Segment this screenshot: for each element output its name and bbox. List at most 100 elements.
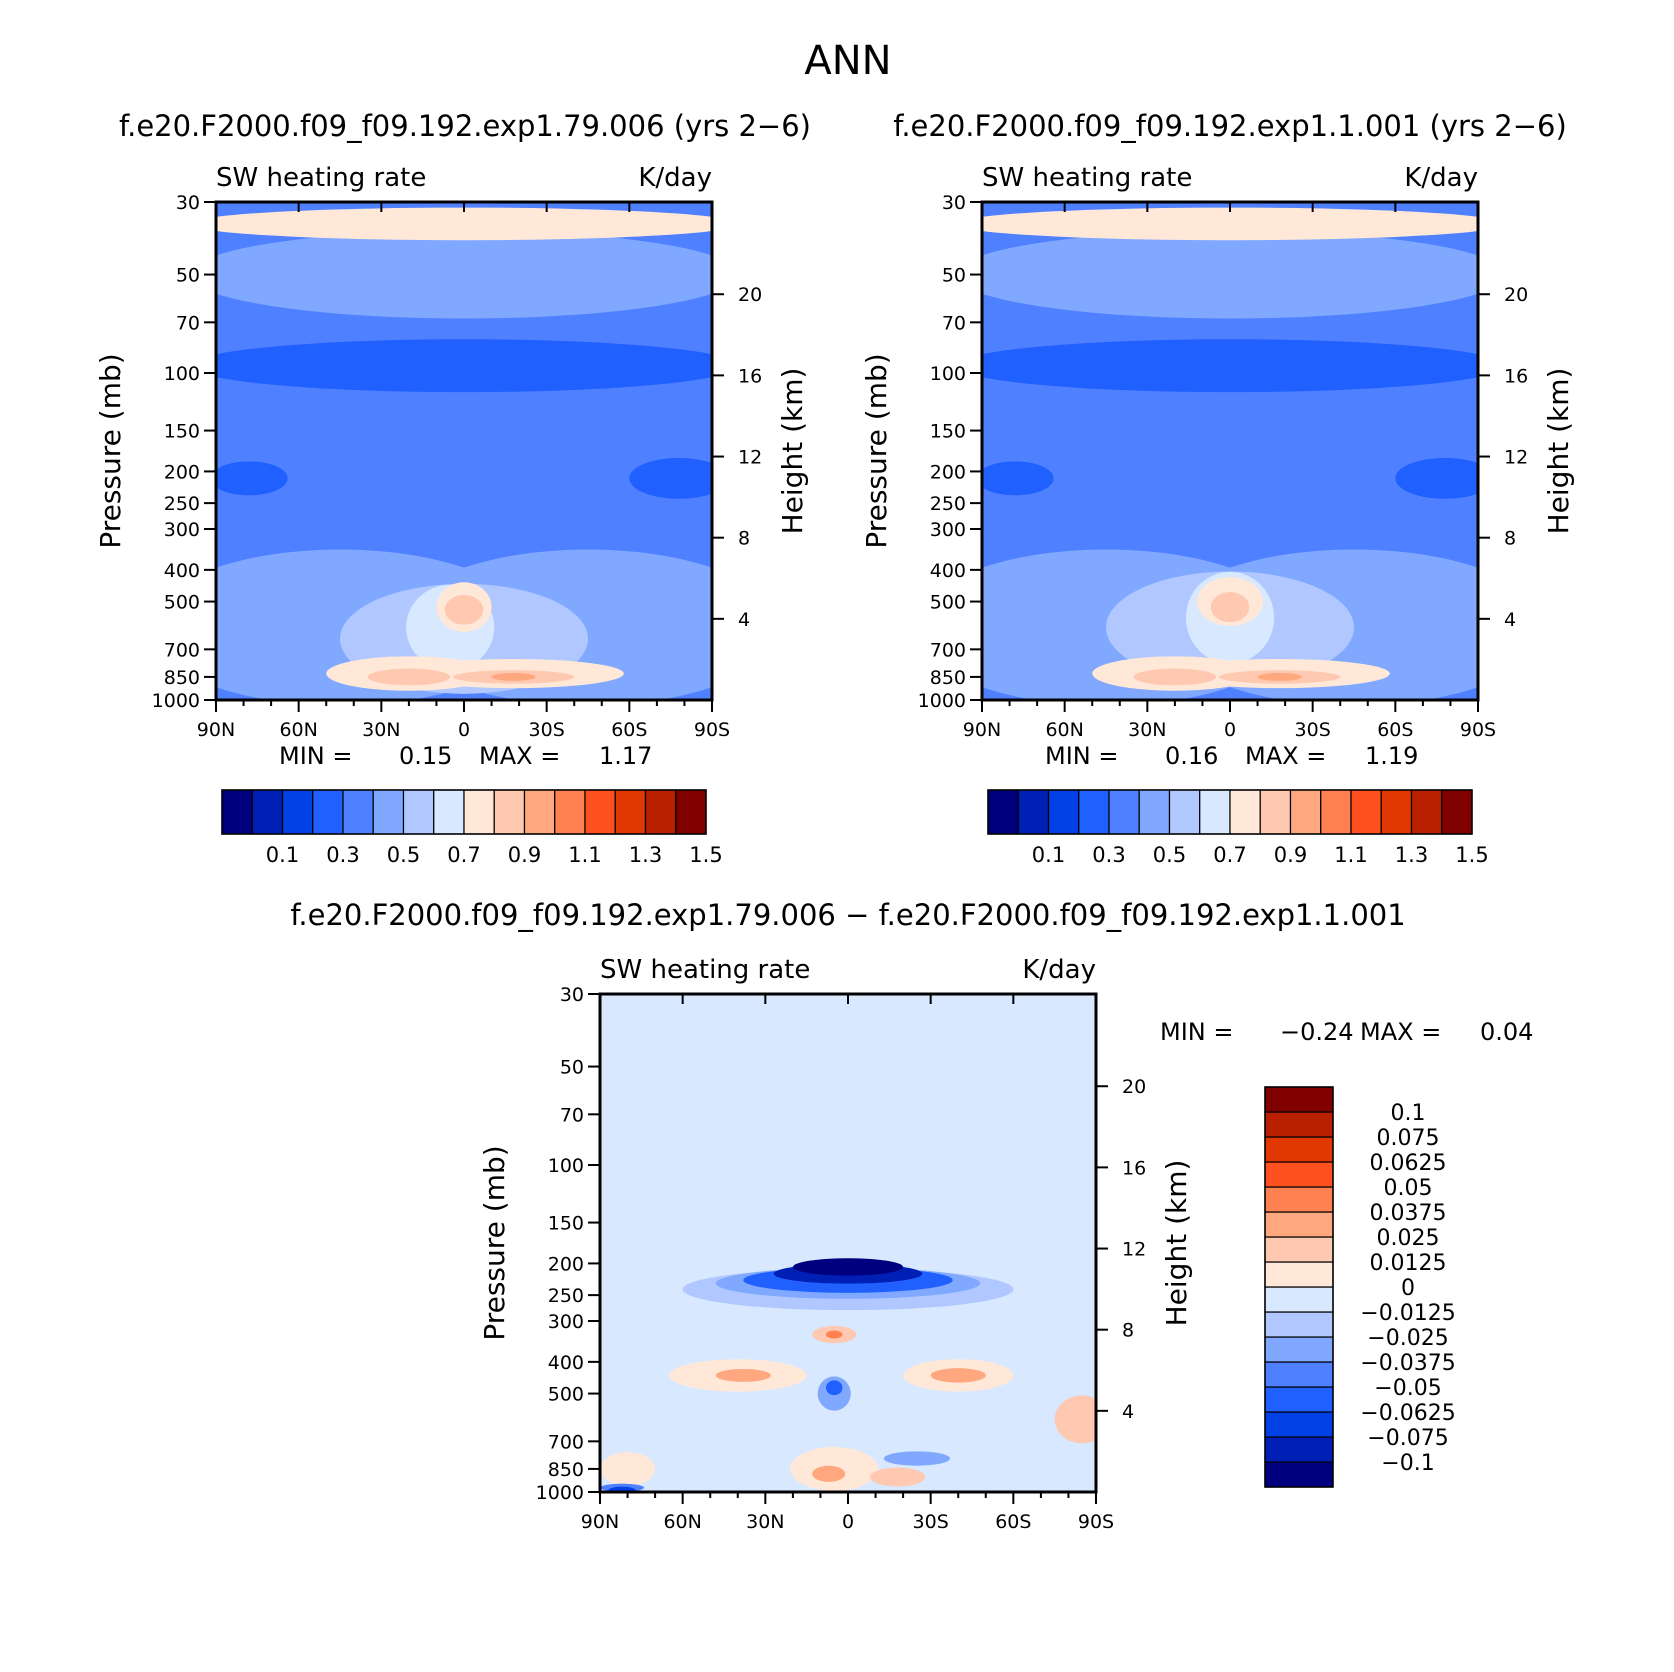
y-tick-label: 30: [176, 192, 200, 214]
x-tick-label: 60N: [279, 719, 317, 741]
y-tick-label: 500: [548, 1384, 584, 1406]
colorbar-label: 0.0125: [1370, 1251, 1447, 1276]
panel-difference-bottom: f.e20.F2000.f09_f09.192.exp1.79.006 − f.…: [290, 898, 1533, 1533]
contour-background: [600, 994, 1096, 1492]
y2-axis-title: Height (km): [1542, 368, 1575, 535]
colorbar-swatch: [402, 789, 435, 835]
colorbar-swatch: [1289, 789, 1322, 835]
colorbar-swatch: [1168, 789, 1201, 835]
colorbar-swatch: [1264, 1436, 1334, 1463]
contour-region: [792, 1258, 904, 1276]
max-value: 1.17: [599, 742, 652, 770]
colorbar-label: 1.5: [689, 843, 722, 867]
min-label: MIN =: [1045, 742, 1118, 770]
colorbar-swatch: [1264, 1261, 1334, 1288]
y-tick-label: 70: [176, 312, 200, 334]
y2-tick-label: 4: [1122, 1401, 1134, 1423]
y2-tick-label: 20: [1504, 284, 1528, 306]
colorbar-label: 0.7: [447, 843, 480, 867]
min-value: −0.24: [1280, 1018, 1354, 1046]
colorbar-swatch: [1350, 789, 1382, 835]
variable-label: SW heating rate: [216, 163, 426, 193]
y2-tick-label: 12: [1122, 1239, 1146, 1261]
contour-field: [216, 202, 712, 700]
y2-tick-label: 16: [738, 365, 762, 387]
y-tick-label: 1000: [536, 1482, 584, 1504]
x-tick-label: 60S: [995, 1511, 1031, 1533]
variable-label: SW heating rate: [600, 955, 810, 985]
y-tick-label: 50: [560, 1057, 584, 1079]
colorbar-swatch: [1264, 1161, 1334, 1188]
y2-tick-label: 12: [738, 447, 762, 469]
min-label: MIN =: [1160, 1018, 1233, 1046]
colorbar-label: 0.1: [1032, 843, 1065, 867]
contour-region: [982, 207, 1478, 241]
colorbar-swatch: [1264, 1311, 1334, 1338]
colorbar-swatch: [1047, 789, 1080, 835]
colorbar-swatch: [1441, 789, 1473, 835]
colorbar-swatch: [1320, 789, 1352, 835]
y-tick-label: 250: [164, 493, 200, 515]
y-tick-label: 200: [548, 1253, 584, 1275]
colorbar-swatch: [554, 789, 586, 835]
y-tick-label: 250: [930, 493, 966, 515]
y-axis-title: Pressure (mb): [478, 1145, 511, 1340]
x-tick-label: 30S: [1295, 719, 1331, 741]
colorbar-swatch: [1229, 789, 1261, 835]
y-tick-label: 500: [164, 592, 200, 614]
contour-region: [444, 595, 484, 625]
colorbar-swatch: [1138, 789, 1171, 835]
colorbar-swatch: [1264, 1211, 1334, 1238]
contour-region: [216, 339, 712, 393]
colorbar: 0.1 0.3 0.5 0.7 0.9 1.1 1.3 1.5: [987, 789, 1489, 867]
colorbar-label: 0.9: [508, 843, 541, 867]
units-label: K/day: [1022, 955, 1096, 985]
contour-region: [715, 1368, 771, 1382]
y2-tick-label: 16: [1504, 365, 1528, 387]
y-tick-label: 70: [942, 312, 966, 334]
colorbar-swatch: [1264, 1386, 1334, 1413]
y-tick-label: 700: [930, 639, 966, 661]
min-label: MIN =: [279, 742, 352, 770]
contour-region: [982, 339, 1478, 393]
contour-region: [930, 1368, 986, 1383]
colorbar-label: 0.0625: [1370, 1151, 1447, 1176]
case-title: f.e20.F2000.f09_f09.192.exp1.79.006 (yrs…: [119, 109, 811, 143]
colorbar-swatch: [644, 789, 677, 835]
colorbar-frame: [987, 789, 1473, 835]
y-tick-label: 30: [942, 192, 966, 214]
max-value: 1.19: [1365, 742, 1418, 770]
max-label: MAX =: [1245, 742, 1326, 770]
colorbar-swatch: [372, 789, 405, 835]
y2-axis-title: Height (km): [776, 368, 809, 535]
contour-region: [825, 1380, 843, 1396]
x-tick-label: 30N: [1128, 719, 1166, 741]
colorbar-swatch: [523, 789, 556, 835]
colorbar-label: −0.025: [1367, 1326, 1448, 1351]
colorbar-swatch: [312, 789, 344, 835]
y-tick-label: 100: [548, 1155, 584, 1177]
colorbar-swatch: [493, 789, 526, 835]
y-tick-label: 850: [548, 1459, 584, 1481]
contour-region: [883, 1451, 950, 1466]
x-tick-label: 60N: [663, 1511, 701, 1533]
x-tick-label: 0: [1224, 719, 1236, 741]
colorbar-swatch: [675, 789, 707, 835]
colorbar-swatch: [221, 789, 253, 835]
colorbar: −0.1−0.075−0.0625−0.05−0.0375−0.025−0.01…: [1264, 1086, 1456, 1488]
max-label: MAX =: [479, 742, 560, 770]
x-tick-label: 30N: [362, 719, 400, 741]
variable-label: SW heating rate: [982, 163, 1192, 193]
x-tick-label: 0: [458, 719, 470, 741]
y-tick-label: 400: [164, 560, 200, 582]
case-title: f.e20.F2000.f09_f09.192.exp1.1.001 (yrs …: [893, 109, 1567, 143]
y-tick-label: 1000: [152, 690, 200, 712]
colorbar-label: 1.1: [1334, 843, 1367, 867]
colorbar-swatch: [281, 789, 314, 835]
y2-tick-label: 12: [1504, 447, 1528, 469]
contour-region: [812, 1465, 846, 1482]
units-label: K/day: [638, 163, 712, 193]
colorbar-label: 0.3: [1092, 843, 1125, 867]
x-tick-label: 90N: [963, 719, 1001, 741]
